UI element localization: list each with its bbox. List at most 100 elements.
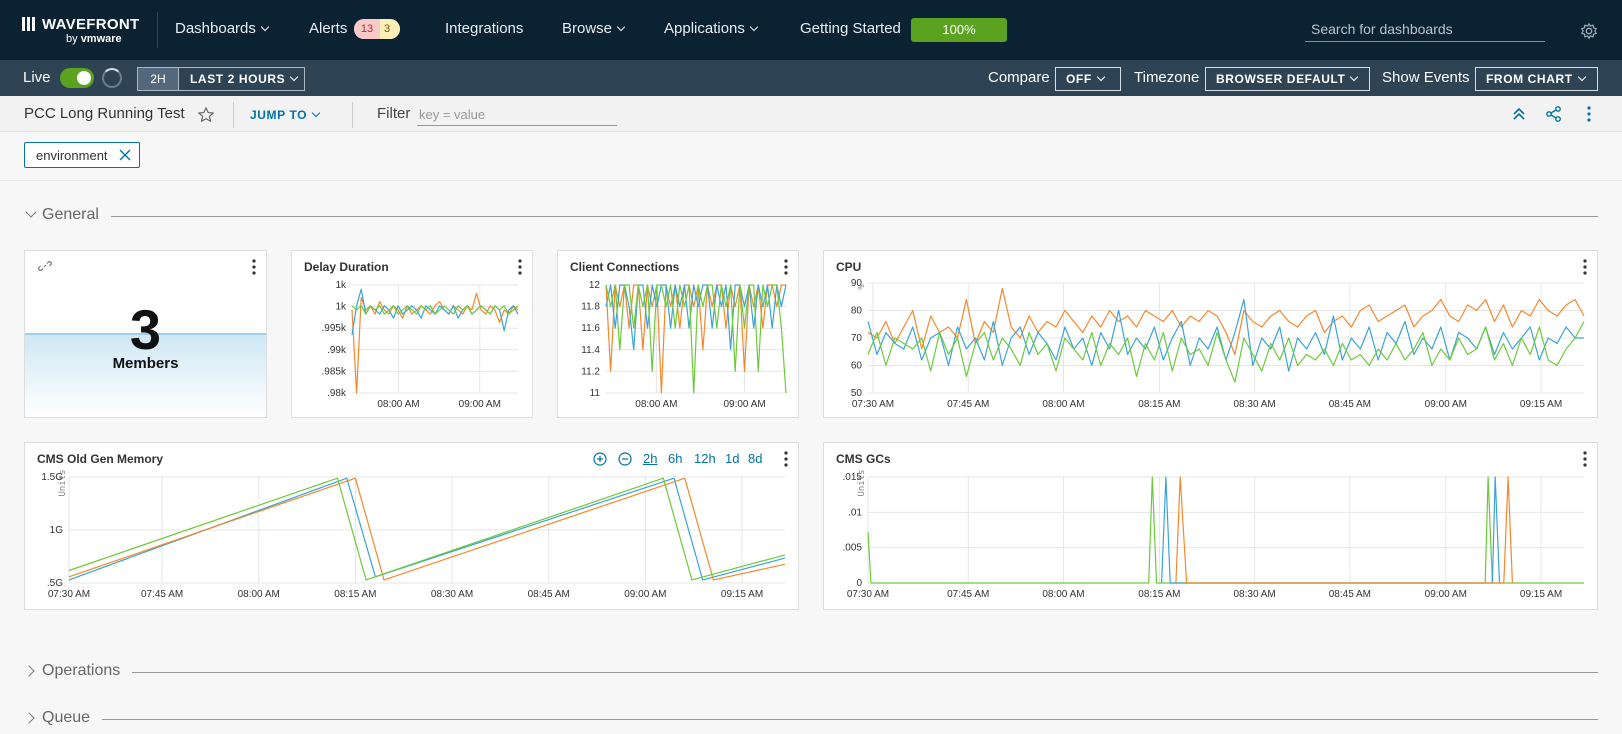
- alerts-badge[interactable]: 3 13: [354, 19, 400, 39]
- share-icon[interactable]: [1545, 105, 1563, 123]
- range-2h-button[interactable]: 2h: [643, 451, 658, 466]
- panel-title: Client Connections: [570, 260, 680, 274]
- chevron-down-icon: [1577, 72, 1586, 82]
- brand-name: WAVEFRONT: [42, 16, 140, 33]
- more-vertical-icon[interactable]: [518, 259, 522, 275]
- time-range-label: LAST 2 HOURS: [190, 72, 286, 86]
- nav-alerts[interactable]: Alerts: [309, 20, 347, 37]
- y-tick-label: .015: [843, 472, 863, 483]
- timezone-label: Timezone: [1134, 69, 1200, 86]
- nav-integrations[interactable]: Integrations: [445, 20, 523, 37]
- close-icon[interactable]: [119, 149, 131, 161]
- y-tick-label: 11.4: [581, 345, 600, 356]
- panel-members: 3 Members: [24, 250, 267, 418]
- range-6h-button[interactable]: 6h: [668, 451, 683, 466]
- x-tick-label: 07:45 AM: [947, 589, 989, 600]
- x-tick-label: 09:00 AM: [1425, 589, 1467, 600]
- panel-cpu: CPU 90 80 70 60 50 07:30 AM 07:45 AM 08:00 AM 08…: [823, 250, 1598, 418]
- filter-input[interactable]: [417, 104, 617, 126]
- panel-delay-duration: Delay Duration 1k 1k .995k .99k .985k .98k 08:…: [291, 250, 533, 418]
- star-icon[interactable]: [197, 106, 215, 124]
- vendor-line: by vmware: [66, 33, 122, 45]
- more-vertical-icon[interactable]: [1583, 451, 1587, 467]
- x-tick-label: 09:00 AM: [1425, 399, 1467, 410]
- section-queue[interactable]: Queue: [23, 707, 1598, 731]
- more-vertical-icon[interactable]: [784, 259, 788, 275]
- nav-browse[interactable]: Browse: [562, 20, 626, 37]
- y-tick-label: 1k: [335, 280, 347, 291]
- more-vertical-icon[interactable]: [252, 259, 256, 275]
- x-tick-label: 08:00 AM: [635, 399, 677, 410]
- y-tick-label: .005: [843, 543, 863, 554]
- wavefront-mark-icon: [22, 17, 35, 31]
- more-vertical-icon[interactable]: [1583, 259, 1587, 275]
- wavefront-logo[interactable]: WAVEFRONT by vmware: [22, 15, 142, 47]
- panel-cms-old-gen-memory: CMS Old Gen Memory 2h 6h 12h 1d 8d 1.5G 1…: [24, 442, 799, 610]
- series-line: [867, 476, 1584, 584]
- y-tick-label: .01: [848, 507, 862, 518]
- section-title: General: [42, 206, 111, 224]
- filter-chip-environment[interactable]: environment: [24, 142, 140, 168]
- x-tick-label: 09:00 AM: [723, 399, 765, 410]
- show-events-dropdown[interactable]: FROM CHART: [1475, 67, 1598, 91]
- series-line: [605, 284, 787, 351]
- x-tick-label: 08:00 AM: [377, 399, 419, 410]
- x-tick-label: 08:30 AM: [1234, 589, 1276, 600]
- y-tick-label: 1k: [335, 302, 347, 313]
- cms-gcs-chart[interactable]: .015 .01 .005 007:30 AM 07:45 AM 08:00 AM 08:1…: [824, 443, 1599, 611]
- toolbar-divider: [352, 102, 353, 128]
- gear-icon[interactable]: [1580, 22, 1598, 40]
- section-general[interactable]: General: [24, 204, 1598, 228]
- series-line: [1161, 476, 1501, 584]
- more-vertical-icon[interactable]: [1580, 105, 1598, 123]
- nav-integrations-label: Integrations: [445, 20, 524, 37]
- compare-dropdown[interactable]: OFF: [1055, 67, 1121, 91]
- section-operations[interactable]: Operations: [23, 660, 1598, 684]
- filter-chip-row: environment: [0, 132, 1622, 181]
- link-icon[interactable]: [38, 259, 52, 273]
- nav-getting-started-label: Getting Started: [800, 20, 901, 37]
- jump-to-dropdown[interactable]: JUMP TO: [250, 108, 321, 122]
- refresh-spinner-icon: [102, 68, 122, 88]
- collapse-all-icon[interactable]: [1510, 105, 1528, 123]
- compare-value: OFF: [1066, 72, 1092, 86]
- nav-alerts-label: Alerts: [309, 20, 348, 37]
- nav-dashboards-label: Dashboards: [175, 20, 256, 37]
- timezone-dropdown[interactable]: BROWSER DEFAULT: [1205, 67, 1370, 91]
- delay-duration-chart[interactable]: 1k 1k .995k .99k .985k .98k 08:00 AM 09:00 AM: [292, 251, 534, 419]
- series-line: [867, 321, 1585, 383]
- series-line: [605, 284, 787, 394]
- getting-started-progress[interactable]: 100%: [911, 18, 1007, 42]
- filter-label: Filter: [377, 105, 411, 122]
- x-tick-label: 08:00 AM: [1042, 589, 1084, 600]
- nav-getting-started[interactable]: Getting Started: [800, 20, 901, 37]
- chevron-down-icon: [25, 206, 37, 218]
- time-range-dropdown[interactable]: LAST 2 HOURS: [178, 67, 305, 91]
- range-12h-button[interactable]: 12h: [694, 451, 716, 466]
- more-vertical-icon[interactable]: [784, 451, 788, 467]
- panel-title: CPU: [836, 260, 862, 274]
- section-title: Queue: [42, 709, 103, 727]
- zoom-in-icon[interactable]: [593, 452, 607, 466]
- range-1d-button[interactable]: 1d: [725, 451, 740, 466]
- zoom-out-icon[interactable]: [618, 452, 632, 466]
- vendor-name: vmware: [80, 33, 122, 45]
- nav-dashboards[interactable]: Dashboards: [175, 20, 270, 37]
- dashboard-search-input[interactable]: [1305, 16, 1545, 42]
- client-connections-chart[interactable]: 12 11.8 11.6 11.4 11.2 11 08:00 AM 09:00 AM: [558, 251, 800, 419]
- y-tick-label: .995k: [322, 323, 347, 334]
- series-line: [867, 287, 1585, 356]
- live-toggle[interactable]: [60, 68, 94, 88]
- x-tick-label: 09:15 AM: [721, 589, 763, 600]
- chevron-down-icon: [289, 72, 299, 82]
- nav-applications[interactable]: Applications: [664, 20, 759, 37]
- chevron-right-icon: [23, 665, 35, 677]
- quick-range-button[interactable]: 2H: [137, 67, 179, 91]
- y-tick-label: 11: [590, 388, 601, 399]
- members-sparkline-fill: [25, 333, 266, 417]
- range-8d-button[interactable]: 8d: [748, 451, 763, 466]
- y-tick-label: 60: [851, 361, 863, 372]
- timezone-value: BROWSER DEFAULT: [1216, 72, 1346, 86]
